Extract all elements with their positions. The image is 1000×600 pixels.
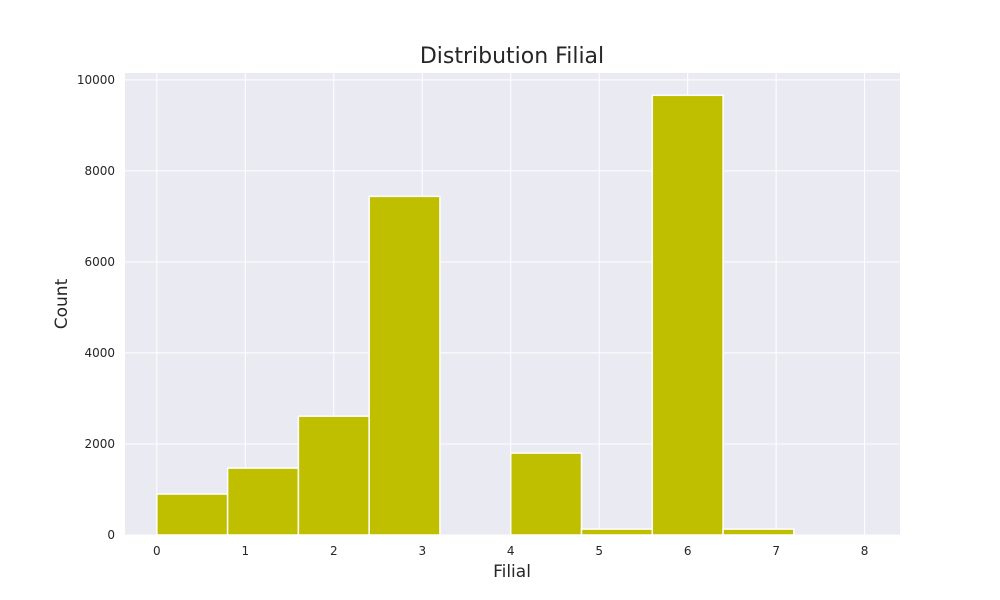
- y-tick-labels: 0 2000 4000 6000 8000 10000: [77, 73, 115, 542]
- histogram-bar-5: [509, 452, 583, 536]
- x-tick-label-6: 6: [684, 544, 692, 558]
- histogram-bar-3: [368, 195, 441, 536]
- x-tick-label-7: 7: [772, 544, 780, 558]
- histogram-bar-8: [722, 528, 795, 536]
- x-axis-label: Filial: [493, 562, 531, 582]
- y-tick-label-1: 2000: [84, 437, 115, 451]
- histogram-bar-2: [297, 415, 370, 536]
- y-tick-label-5: 10000: [77, 73, 115, 87]
- histogram-bar-7: [651, 94, 724, 536]
- x-tick-labels: 0 1 2 3 4 5 6 7 8: [153, 544, 868, 558]
- y-tick-label-4: 8000: [84, 164, 115, 178]
- x-tick-label-3: 3: [418, 544, 426, 558]
- histogram-bar-1: [226, 467, 300, 536]
- y-tick-label-2: 4000: [84, 346, 115, 360]
- x-tick-label-2: 2: [330, 544, 338, 558]
- x-tick-label-4: 4: [507, 544, 515, 558]
- y-tick-label-3: 6000: [84, 255, 115, 269]
- bars-group: [156, 94, 795, 536]
- x-tick-label-0: 0: [153, 544, 161, 558]
- chart-title: Distribution Filial: [420, 44, 604, 69]
- y-axis-label: Count: [52, 278, 72, 329]
- histogram-bar-0: [156, 493, 229, 536]
- y-tick-label-0: 0: [107, 528, 115, 542]
- x-tick-label-1: 1: [241, 544, 249, 558]
- x-tick-label-5: 5: [595, 544, 603, 558]
- histogram-bar-6: [580, 528, 654, 536]
- x-tick-label-8: 8: [861, 544, 869, 558]
